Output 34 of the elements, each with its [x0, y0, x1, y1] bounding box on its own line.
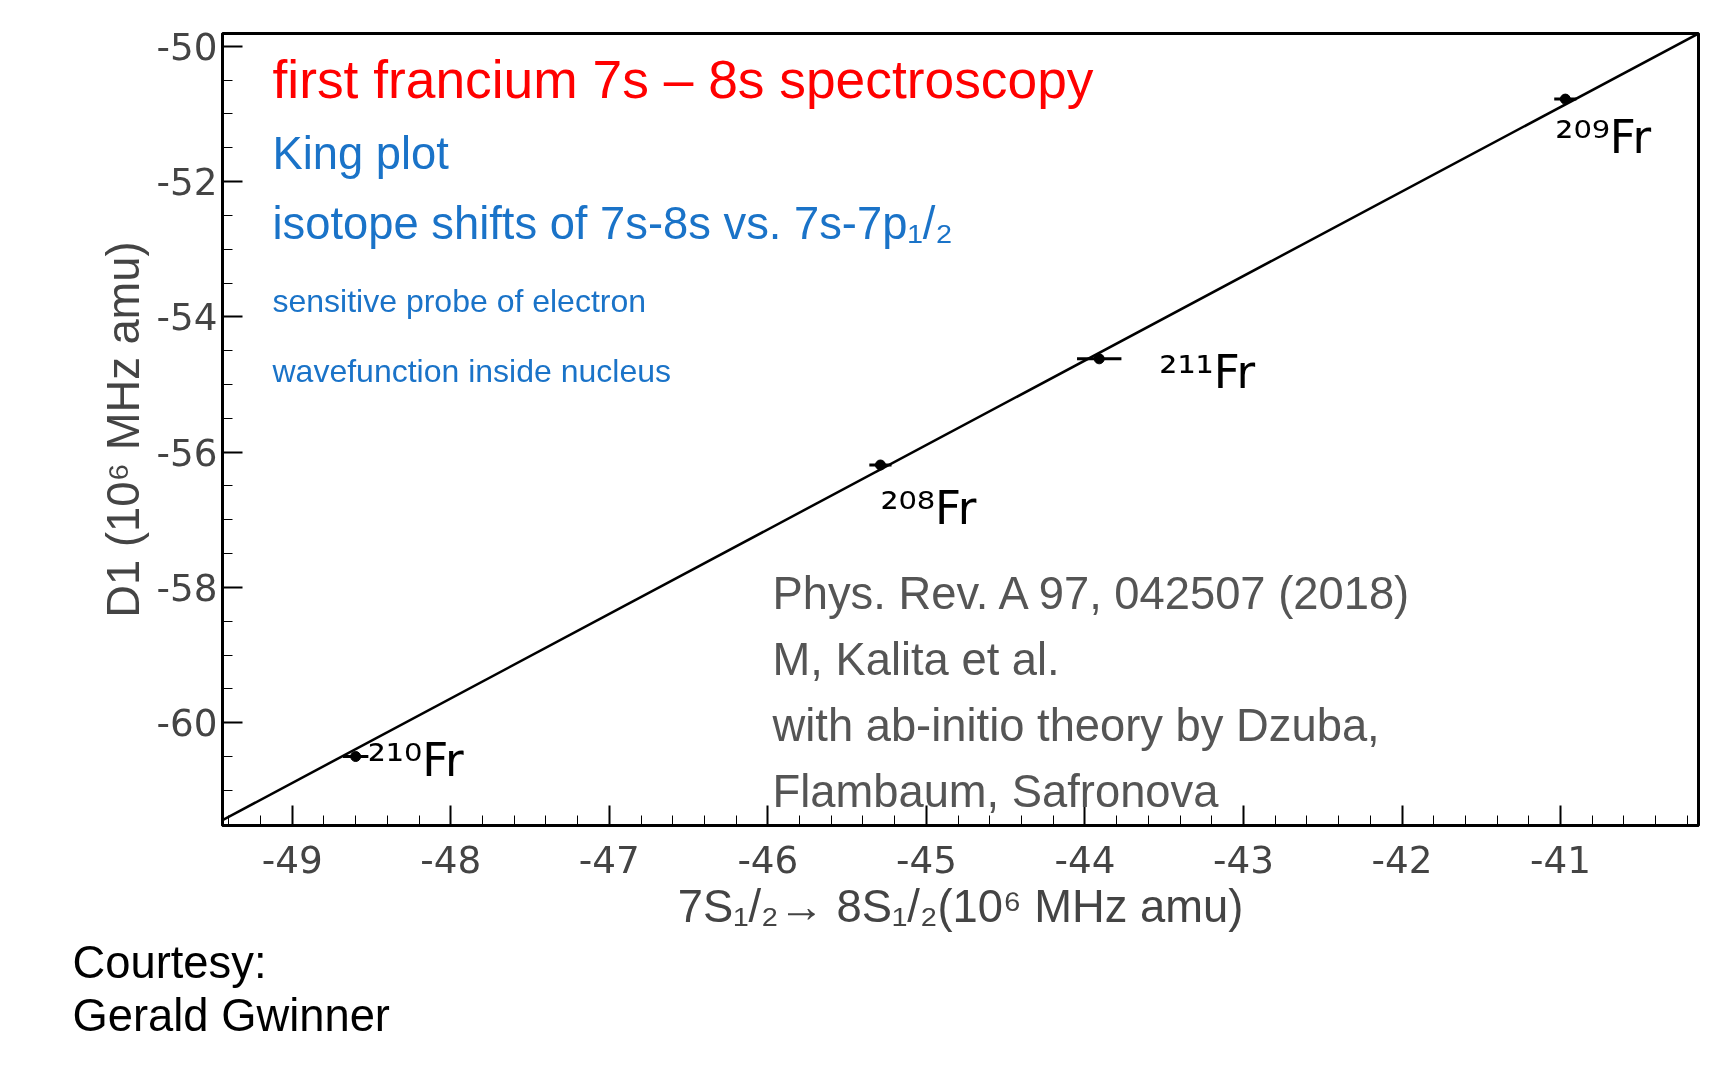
y-tick-label: -60 [156, 701, 218, 746]
x-tick-label: -45 [895, 837, 957, 882]
y-axis-title: D1 (10⁶ MHz amu) [97, 241, 149, 618]
point [1093, 353, 1105, 365]
annotation: Flambaum, Safronova [772, 765, 1220, 817]
y-tick-label: -50 [156, 24, 218, 69]
annotation: sensitive probe of electron [272, 282, 647, 319]
x-tick-label: -43 [1213, 837, 1274, 882]
annotation: M, Kalita et al. [772, 633, 1060, 685]
annotation: isotope shifts of 7s-8s vs. 7s-7p₁/₂ [272, 197, 953, 249]
annotation: ²⁰⁸Fr [880, 482, 977, 536]
point [350, 751, 362, 762]
text: Courtesy: [72, 936, 267, 988]
annotation: ²⁰⁹Fr [1555, 111, 1652, 165]
annotation: with ab-initio theory by Dzuba, [771, 699, 1380, 751]
annotation: Phys. Rev. A 97, 042507 (2018) [772, 567, 1410, 619]
x-tick-label: -47 [578, 837, 640, 882]
x-tick-label: -42 [1371, 837, 1433, 882]
x-tick-label: -44 [1054, 837, 1116, 882]
x-axis-title: 7S₁/₂→ 8S₁/₂(10⁶ MHz amu) [677, 880, 1244, 932]
text: Gerald Gwinner [72, 989, 390, 1041]
annotation: wavefunction inside nucleus [271, 352, 671, 389]
x-tick-label: -46 [737, 837, 799, 882]
x-tick-label: -41 [1530, 837, 1592, 882]
x-tick-label: -49 [261, 837, 323, 882]
x-tick-label: -48 [420, 837, 482, 882]
chart-title: first francium 7s – 8s spectroscopy [272, 49, 1094, 109]
text: King plot [272, 127, 450, 179]
annotation: ²¹¹Fr [1159, 345, 1256, 399]
y-tick-label: -52 [156, 160, 218, 205]
y-tick-label: -56 [156, 430, 218, 475]
y-tick-label: -58 [156, 565, 218, 610]
y-tick-label: -54 [156, 295, 218, 340]
annotation: ²¹⁰Fr [367, 733, 464, 787]
